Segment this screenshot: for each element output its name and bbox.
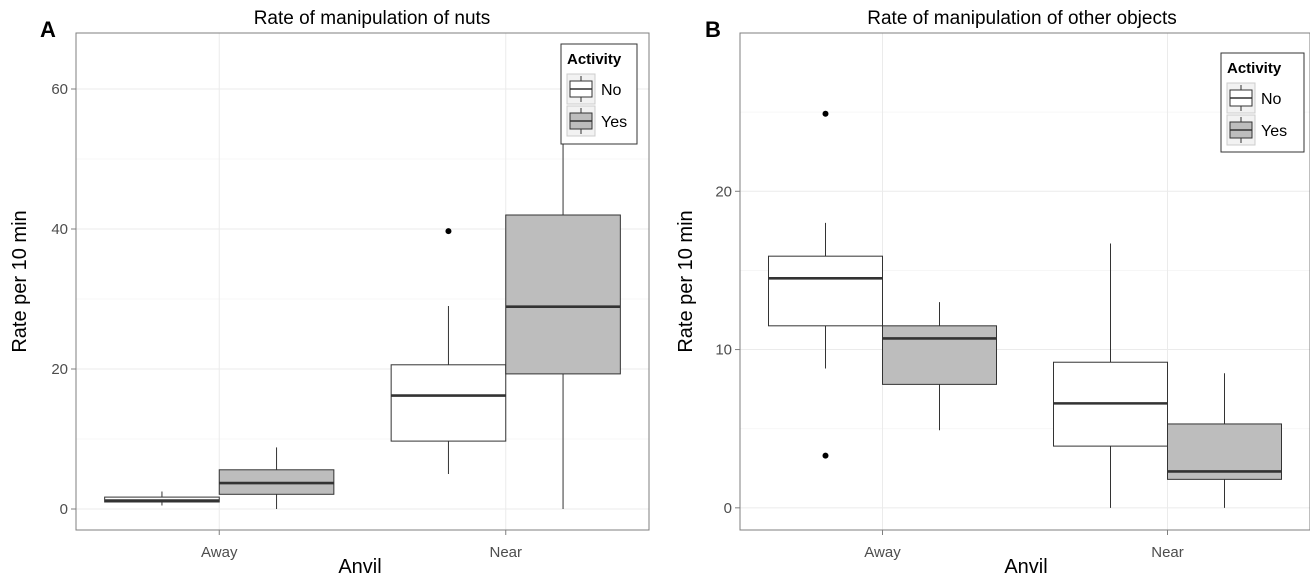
outlier-point	[445, 228, 452, 235]
outlier-point	[822, 452, 829, 459]
box-no-near	[390, 364, 507, 442]
outlier-point	[822, 110, 829, 117]
box-no-away	[768, 255, 883, 327]
panel-border	[739, 32, 1310, 531]
y-tick-label: 40	[51, 221, 68, 238]
legend-title: Activity	[1227, 60, 1282, 77]
panel-letter: A	[40, 17, 56, 42]
y-axis-title: Rate per 10 min	[675, 210, 697, 352]
panel-a: 0 20 40 60 Away Near Rate of manipulation of n…	[9, 8, 650, 578]
legend-label: No	[601, 82, 622, 99]
x-axis-title: Anvil	[1004, 556, 1047, 578]
y-axis-title: Rate per 10 min	[9, 210, 31, 352]
y-tick-label: 10	[715, 342, 732, 359]
x-tick-label: Away	[864, 544, 901, 561]
x-tick-label: Near	[1151, 544, 1184, 561]
y-tick-label: 60	[51, 81, 68, 98]
box-yes-near	[505, 214, 621, 375]
chart-title: Rate of manipulation of other objects	[867, 8, 1176, 29]
panel-b: 0 10 20 Away Near Rate of manipulation of oth…	[675, 8, 1310, 578]
legend-label: Yes	[601, 114, 627, 131]
legend-title: Activity	[567, 51, 622, 68]
y-tick-label: 20	[715, 183, 732, 200]
legend: Activity No Yes	[1220, 52, 1305, 153]
x-tick-label: Away	[201, 544, 238, 561]
panel-border	[75, 32, 650, 531]
panel-letter: B	[705, 17, 721, 42]
legend-label: Yes	[1261, 123, 1287, 140]
box-yes-near	[1167, 423, 1282, 480]
box-yes-away	[882, 325, 997, 385]
chart-title: Rate of manipulation of nuts	[254, 8, 491, 29]
legend-label: No	[1261, 91, 1282, 108]
y-tick-label: 20	[51, 361, 68, 378]
y-tick-label: 0	[60, 501, 68, 518]
legend: Activity No Yes	[560, 43, 638, 145]
x-tick-label: Near	[489, 544, 522, 561]
x-axis-title: Anvil	[338, 556, 381, 578]
y-tick-label: 0	[724, 500, 732, 517]
